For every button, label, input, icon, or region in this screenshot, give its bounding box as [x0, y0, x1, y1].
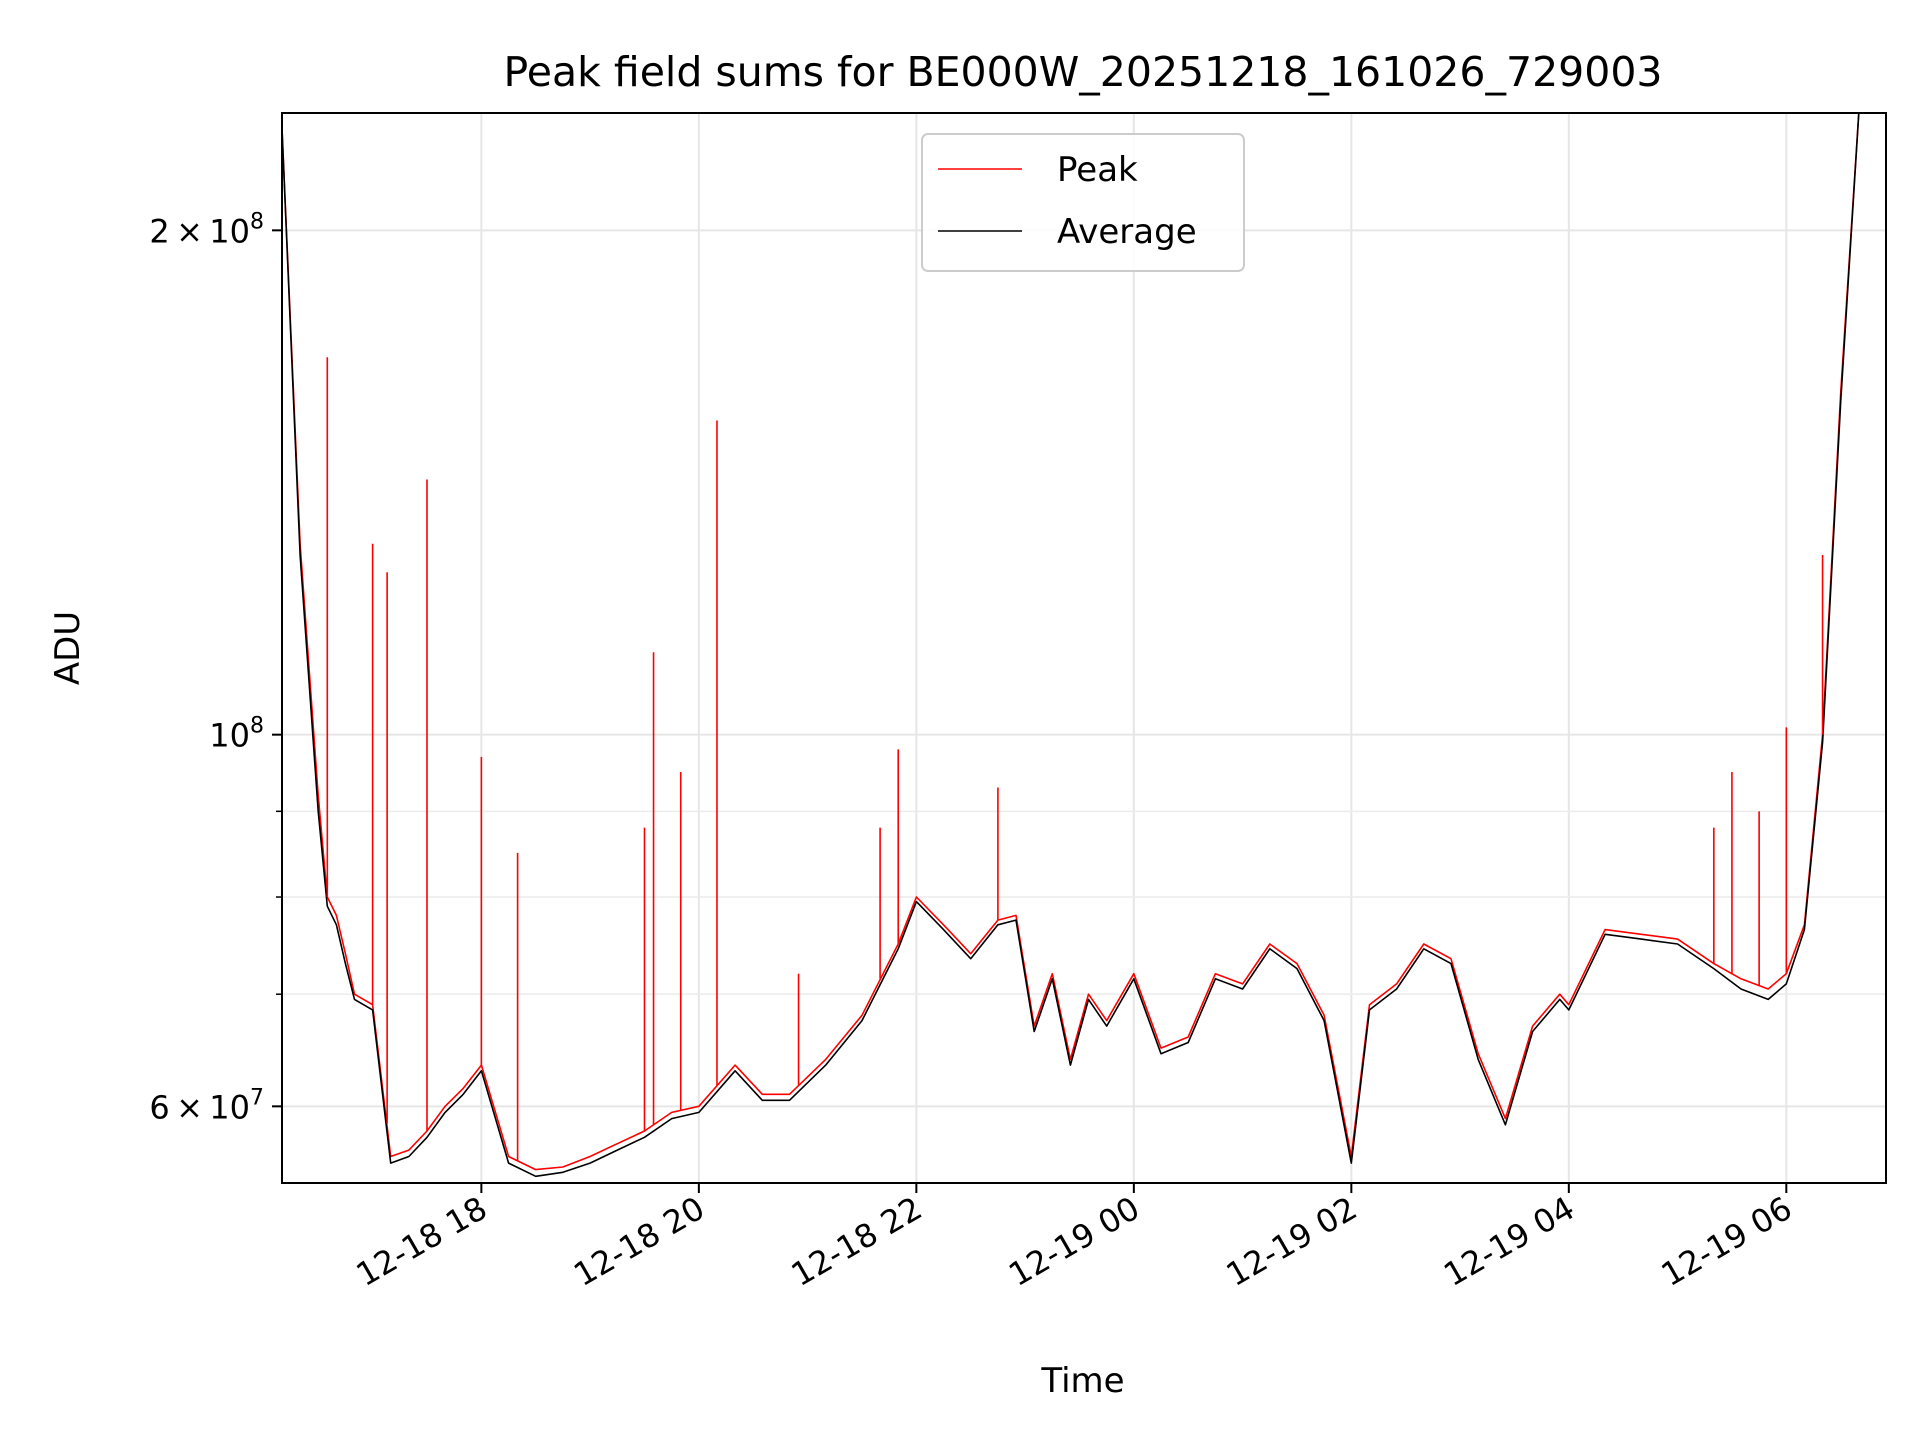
x-tick-label: 12-19 04: [1437, 1189, 1581, 1294]
x-tick-label: 12-18 22: [785, 1189, 929, 1294]
grid: [282, 113, 1886, 1183]
series-line-average: [282, 113, 1860, 1178]
chart-title: Peak field sums for BE000W_20251218_1610…: [503, 48, 1662, 96]
x-tick-label: 12-18 18: [350, 1189, 494, 1294]
legend-label-average: Average: [1057, 212, 1197, 252]
x-tick-label: 12-19 02: [1220, 1189, 1364, 1294]
y-tick-label: 2 × 108: [149, 209, 264, 250]
x-tick-label: 12-18 20: [567, 1189, 711, 1294]
x-axis-label: Time: [1040, 1361, 1124, 1401]
legend: Peak Average: [921, 133, 1245, 272]
legend-label-peak: Peak: [1057, 150, 1138, 190]
x-axis-ticks: 12-18 18 12-18 20 12-18 22 12-19 00 12-19 02…: [350, 1183, 1799, 1294]
plot-frame: [281, 112, 1887, 1184]
y-axis-ticks: 2 × 108 108 6 × 107: [149, 209, 282, 1126]
series-layer: [282, 113, 1860, 1178]
y-tick-label: 6 × 107: [149, 1085, 264, 1126]
x-tick-label: 12-19 00: [1002, 1189, 1146, 1294]
minor-grid: [282, 810, 1886, 995]
x-tick-label: 12-19 06: [1655, 1189, 1799, 1294]
series-line-peak: [282, 113, 1860, 1171]
y-tick-label: 108: [209, 714, 264, 755]
y-axis-label: ADU: [48, 611, 88, 685]
